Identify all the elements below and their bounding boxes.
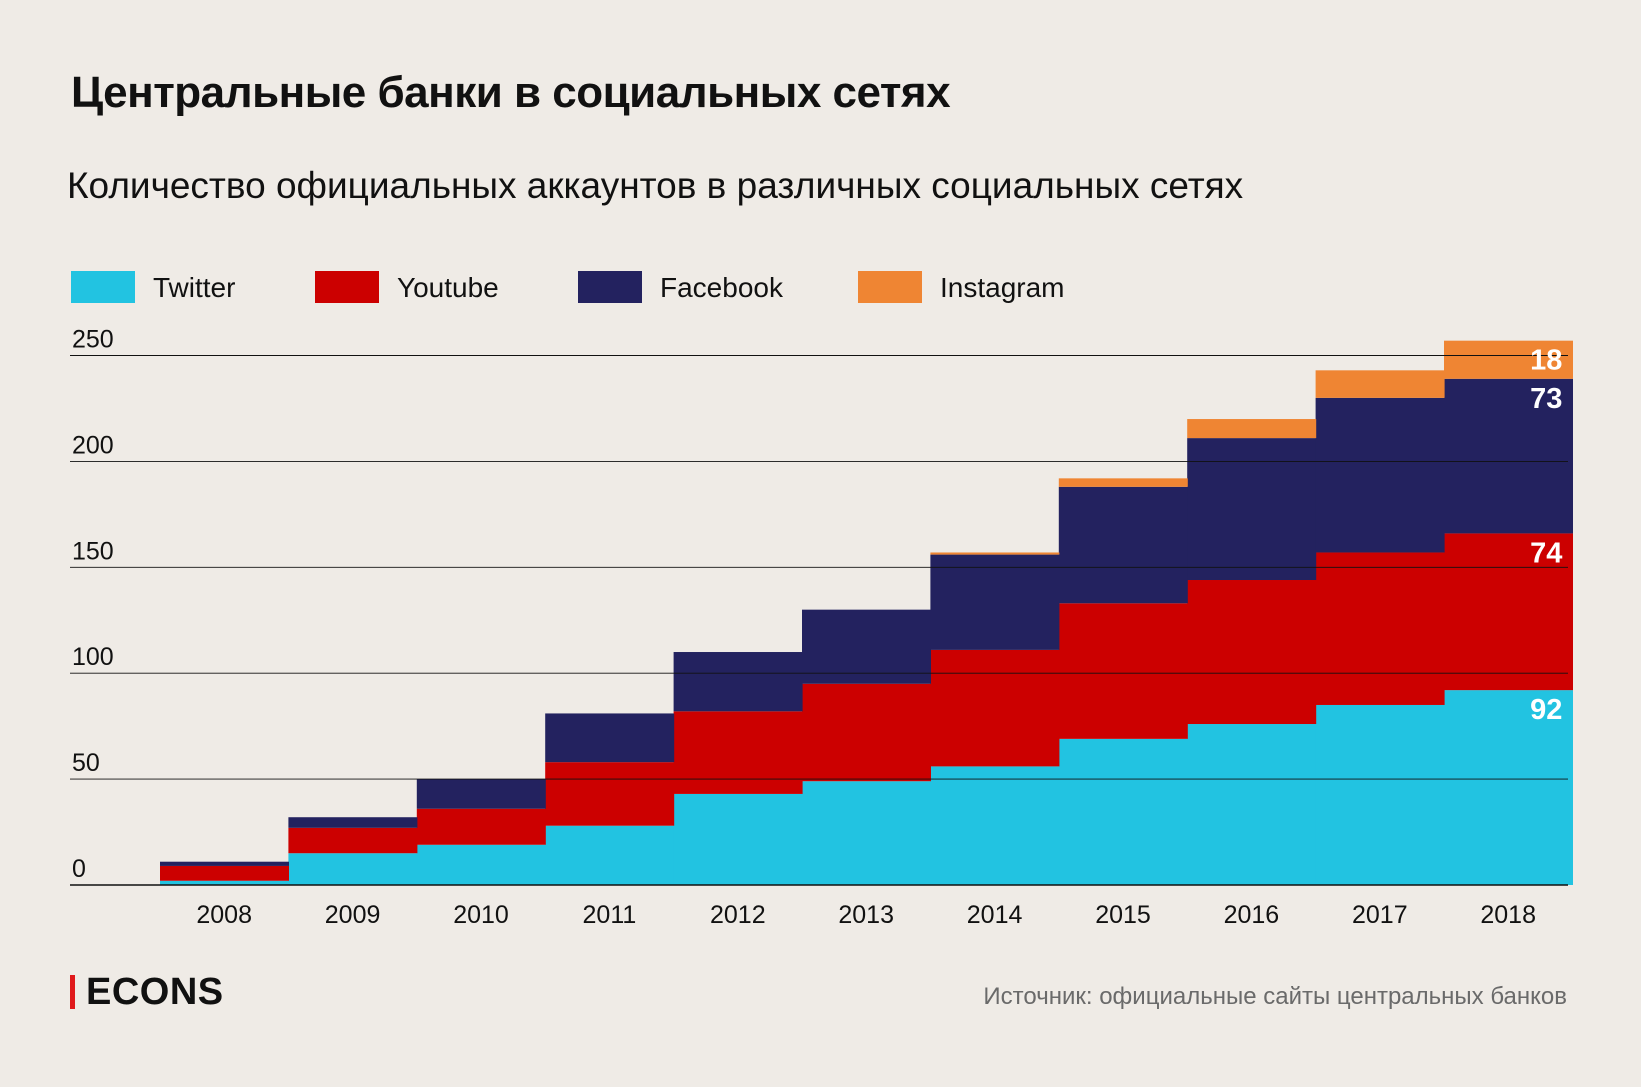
brand-logo: ECONS <box>70 970 224 1013</box>
bar-twitter-2018 <box>1444 690 1573 885</box>
bar-twitter-2017 <box>1315 704 1445 885</box>
x-tick-label-2011: 2011 <box>583 901 637 929</box>
data-label-twitter-2018: 92 <box>1530 694 1562 726</box>
bar-twitter-2011 <box>545 825 675 885</box>
x-tick-label-2018: 2018 <box>1480 901 1536 929</box>
bar-facebook-2013 <box>802 609 931 684</box>
bar-facebook-2008 <box>160 861 289 866</box>
bar-youtube-2018 <box>1444 533 1573 691</box>
bar-youtube-2016 <box>1187 580 1317 725</box>
bar-facebook-2016 <box>1187 438 1317 581</box>
bar-youtube-2013 <box>802 683 931 782</box>
brand-name: ECONS <box>86 970 224 1013</box>
y-tick-label-50: 50 <box>72 749 100 777</box>
chart-subtitle: Количество официальных аккаунтов в разли… <box>67 165 1244 206</box>
bar-youtube-2011 <box>545 762 675 826</box>
x-tick-label-2015: 2015 <box>1095 901 1151 929</box>
brand-accent-bar <box>70 975 75 1009</box>
legend-label-instagram: Instagram <box>940 272 1065 303</box>
legend-label-facebook: Facebook <box>660 272 784 303</box>
page-title: Центральные банки в социальных сетях <box>71 68 951 117</box>
bar-youtube-2012 <box>673 711 803 794</box>
bar-twitter-2015 <box>1058 738 1188 885</box>
x-tick-label-2010: 2010 <box>453 901 509 929</box>
legend-label-youtube: Youtube <box>397 272 499 303</box>
bar-youtube-2017 <box>1315 552 1445 705</box>
bar-instagram-2017 <box>1315 370 1445 398</box>
bar-facebook-2012 <box>673 652 803 712</box>
x-tick-label-2014: 2014 <box>967 901 1023 929</box>
bar-twitter-2009 <box>288 853 418 885</box>
bar-youtube-2010 <box>416 808 546 845</box>
data-label-instagram-2018: 18 <box>1530 345 1562 377</box>
bar-instagram-2016 <box>1187 419 1317 439</box>
data-label-facebook-2018: 73 <box>1530 383 1562 415</box>
bar-youtube-2009 <box>288 827 418 854</box>
y-tick-label-100: 100 <box>72 643 114 671</box>
y-tick-label-0: 0 <box>72 855 86 883</box>
legend-swatch-facebook <box>578 271 642 303</box>
legend-swatch-instagram <box>858 271 922 303</box>
bar-instagram-2014 <box>930 552 1060 555</box>
x-tick-label-2013: 2013 <box>838 901 894 929</box>
x-tick-label-2008: 2008 <box>196 901 252 929</box>
legend-swatch-youtube <box>315 271 379 303</box>
bar-facebook-2015 <box>1058 486 1188 604</box>
data-label-youtube-2018: 74 <box>1530 537 1562 569</box>
x-tick-label-2009: 2009 <box>325 901 381 929</box>
bar-instagram-2018 <box>1444 340 1573 379</box>
bar-facebook-2018 <box>1444 378 1573 534</box>
bar-facebook-2011 <box>545 713 675 763</box>
legend-label-twitter: Twitter <box>153 272 235 303</box>
bar-facebook-2017 <box>1315 397 1445 553</box>
source-note: Источник: официальные сайты центральных … <box>983 983 1567 1010</box>
bar-twitter-2014 <box>930 766 1060 885</box>
bar-twitter-2008 <box>160 880 289 885</box>
bar-twitter-2013 <box>802 781 931 885</box>
x-tick-label-2017: 2017 <box>1352 901 1408 929</box>
bar-youtube-2014 <box>930 649 1060 767</box>
legend-swatch-twitter <box>71 271 135 303</box>
y-tick-label-150: 150 <box>72 537 114 565</box>
bar-twitter-2016 <box>1187 724 1317 885</box>
bar-youtube-2008 <box>160 865 289 881</box>
bar-facebook-2009 <box>288 817 418 828</box>
bar-youtube-2015 <box>1058 603 1188 739</box>
bar-instagram-2015 <box>1058 478 1188 487</box>
bar-facebook-2010 <box>416 779 546 809</box>
y-tick-label-250: 250 <box>72 326 114 354</box>
bar-twitter-2010 <box>416 844 546 885</box>
x-tick-label-2016: 2016 <box>1224 901 1280 929</box>
x-tick-label-2012: 2012 <box>710 901 766 929</box>
bar-twitter-2012 <box>673 793 803 885</box>
y-tick-label-200: 200 <box>72 431 114 459</box>
bar-facebook-2014 <box>930 554 1060 650</box>
